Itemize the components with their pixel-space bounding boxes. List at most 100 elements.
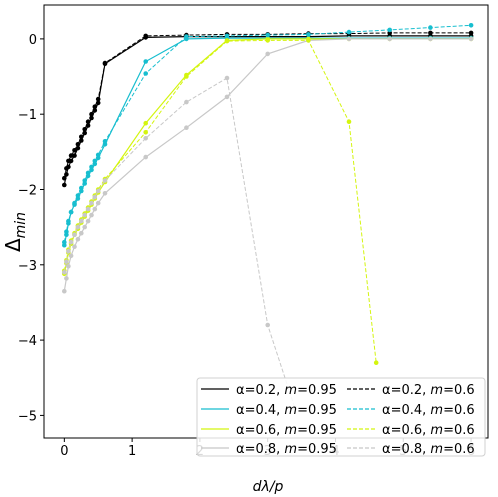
data-point <box>224 75 230 81</box>
y-tick-label: −5 <box>18 409 37 424</box>
data-point <box>82 127 87 132</box>
data-point <box>184 34 189 39</box>
legend: α=0.2, m=0.95 α=0.4, m=0.95 α=0.6, m=0.95 α… <box>196 377 486 457</box>
data-point <box>92 194 98 200</box>
series-8 <box>62 75 298 411</box>
data-point <box>66 158 71 164</box>
series-4 <box>62 36 474 294</box>
data-point <box>346 29 352 35</box>
data-point <box>68 153 74 158</box>
data-point <box>306 38 311 43</box>
data-point <box>72 153 77 158</box>
data-point <box>468 30 474 36</box>
data-point <box>265 32 271 38</box>
data-point <box>143 59 148 64</box>
data-point <box>95 188 101 194</box>
x-axis-label: dλ/p <box>253 479 284 495</box>
plot-frame <box>43 4 489 439</box>
legend-label: α=0.8, m=0.95 <box>236 442 337 457</box>
data-point <box>72 200 77 206</box>
data-point <box>265 38 271 43</box>
data-point <box>92 104 98 109</box>
data-point <box>428 30 433 36</box>
data-point <box>89 111 94 117</box>
legend-label: α=0.4, m=0.95 <box>236 403 337 418</box>
data-point <box>95 96 101 102</box>
legend-entry: α=0.4, m=0.6 <box>347 403 475 418</box>
legend-label: α=0.2, m=0.95 <box>236 383 337 398</box>
data-point <box>92 158 98 164</box>
data-point <box>79 218 84 224</box>
y-tick-label: −4 <box>18 334 37 349</box>
svg-text:Δmin: Δmin <box>1 212 29 252</box>
legend-entry: α=0.8, m=0.6 <box>347 442 475 457</box>
data-point <box>62 175 67 181</box>
data-point <box>72 232 77 237</box>
data-point <box>143 71 148 76</box>
data-point <box>85 218 91 224</box>
series-7 <box>62 38 379 366</box>
data-point <box>265 51 271 57</box>
data-point <box>95 152 101 158</box>
series-2 <box>62 35 474 248</box>
data-point <box>75 145 81 151</box>
data-point <box>79 134 84 140</box>
data-point <box>224 94 230 100</box>
x-tick-label: 1 <box>128 444 136 459</box>
data-point <box>346 119 352 124</box>
series-line <box>63 24 472 243</box>
legend-label: α=0.8, m=0.6 <box>382 442 475 457</box>
data-point <box>68 239 74 245</box>
data-point <box>92 206 98 212</box>
legend-label: α=0.6, m=0.6 <box>382 423 475 438</box>
data-point <box>428 25 433 30</box>
data-point <box>468 23 474 28</box>
data-point <box>428 36 433 42</box>
data-point <box>64 259 69 265</box>
data-point <box>66 218 71 224</box>
series-3 <box>62 36 474 277</box>
data-point <box>306 32 311 37</box>
data-point <box>66 264 71 269</box>
data-point <box>143 130 148 135</box>
y-axis-label-subscript: min <box>13 212 29 238</box>
data-point <box>89 164 94 170</box>
data-point <box>79 185 84 191</box>
data-point <box>373 360 379 366</box>
data-point <box>68 253 74 259</box>
x-tick-label: 0 <box>60 444 68 459</box>
series-line <box>63 37 472 246</box>
data-point <box>224 33 230 39</box>
data-point <box>224 38 230 44</box>
y-tick-label: −3 <box>18 259 37 274</box>
data-point <box>85 119 91 124</box>
data-point <box>75 236 81 242</box>
y-tick-label: −2 <box>18 183 37 198</box>
data-point <box>143 33 148 39</box>
data-point <box>66 248 71 254</box>
data-point <box>62 239 67 245</box>
y-axis-ticks: 0 −1 −2 −3 −4 −5 <box>18 33 44 424</box>
data-point <box>346 36 352 42</box>
data-point <box>82 212 87 218</box>
legend-label: α=0.2, m=0.6 <box>382 383 475 398</box>
legend-label: α=0.6, m=0.95 <box>236 423 337 438</box>
data-point <box>85 170 91 176</box>
legend-box <box>196 377 486 457</box>
data-point <box>75 142 81 147</box>
y-tick-label: 0 <box>29 33 37 48</box>
data-point <box>102 191 108 196</box>
data-point <box>265 322 271 328</box>
legend-entry: α=0.4, m=0.95 <box>201 403 337 418</box>
data-point <box>184 99 189 105</box>
series-line <box>63 39 377 363</box>
data-point <box>102 139 108 144</box>
data-point <box>82 178 87 183</box>
data-point <box>143 154 148 160</box>
legend-entry: α=0.2, m=0.6 <box>347 383 475 398</box>
data-point <box>62 288 67 294</box>
y-axis-label-main: Δ <box>1 238 25 252</box>
y-tick-label: −1 <box>18 108 37 123</box>
data-point <box>75 193 81 198</box>
